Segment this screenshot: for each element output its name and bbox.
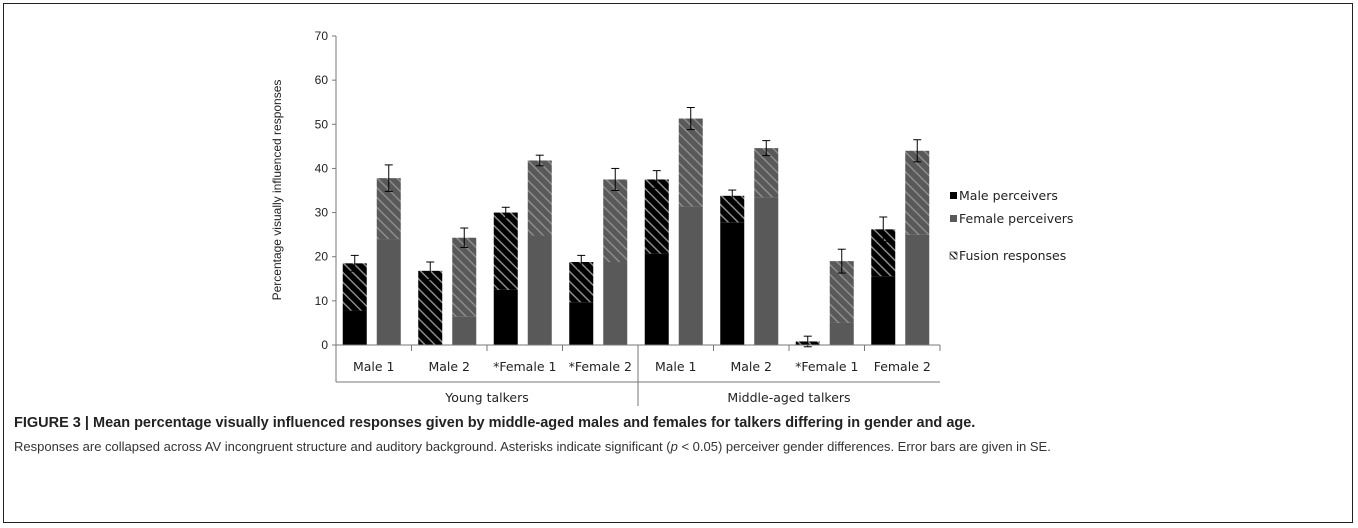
- x-axis: Male 1 Male 2 *Female 1 *Female 2 Male 1 Male…: [335, 344, 941, 406]
- legend: Male perceivers Female perceivers Fusion…: [949, 188, 1073, 263]
- legend-item-female: Female perceivers: [950, 211, 1073, 226]
- group-label: Middle-aged talkers: [727, 390, 850, 405]
- y-axis: 0 10 20 30 40 50 60 70: [315, 29, 337, 352]
- bar-segment-fusion: [418, 270, 443, 345]
- error-bar: [426, 261, 435, 281]
- female-perceivers-bar: [376, 164, 401, 345]
- bar-segment-solid: [905, 234, 930, 345]
- male-perceivers-bar: [569, 254, 594, 345]
- bar-segment-solid: [376, 239, 401, 345]
- legend-label-fusion: Fusion responses: [959, 248, 1066, 263]
- bar-segment-solid: [644, 253, 669, 345]
- x-tick-label: *Female 1: [493, 359, 556, 374]
- error-bar: [879, 216, 888, 243]
- caption-part-1: Responses are collapsed across AV incong…: [14, 439, 671, 454]
- error-bar: [501, 206, 510, 219]
- error-bar: [686, 107, 695, 131]
- bar-segment-fusion: [678, 118, 703, 207]
- bar-segment-solid: [678, 206, 703, 345]
- error-bar: [611, 167, 620, 191]
- bar-segment-solid: [569, 302, 594, 345]
- female-perceivers-bar: [452, 227, 477, 345]
- bar-segment-fusion: [754, 148, 779, 198]
- y-tick-label: 20: [315, 250, 329, 264]
- x-tick-label: Male 1: [353, 359, 395, 374]
- male-perceivers-bar: [644, 170, 669, 345]
- error-bar: [652, 170, 661, 189]
- y-tick-label: 0: [321, 338, 328, 352]
- bar-segment-fusion: [603, 179, 628, 263]
- bar-segment-fusion: [452, 237, 477, 317]
- y-tick-label: 70: [315, 29, 329, 43]
- bar-segment-solid: [720, 222, 745, 345]
- y-axis-label: Percentage visually influenced responses: [270, 80, 284, 301]
- caption-part-2: < 0.05) perceiver gender differences. Er…: [677, 439, 1051, 454]
- x-tick-label: Female 2: [874, 359, 931, 374]
- male-perceivers-bar: [418, 261, 443, 345]
- x-tick-label: Male 2: [730, 359, 772, 374]
- x-tick-label: *Female 2: [569, 359, 632, 374]
- x-tick-label: Male 2: [428, 359, 470, 374]
- male-perceivers-bar: [871, 216, 896, 345]
- y-tick-label: 40: [315, 161, 329, 175]
- female-perceivers-bar: [829, 248, 854, 345]
- x-tick-label: *Female 1: [795, 359, 858, 374]
- male-perceivers-bar: [720, 189, 745, 345]
- bar-segment-fusion: [644, 179, 669, 254]
- x-tick-label: Male 1: [655, 359, 697, 374]
- stacked-bar-chart: Percentage visually influenced responses…: [270, 29, 1073, 406]
- bar-segment-fusion: [527, 160, 552, 236]
- figure-caption-text: Responses are collapsed across AV incong…: [14, 438, 1340, 456]
- y-tick-label: 10: [315, 294, 329, 308]
- legend-label-male: Male perceivers: [959, 188, 1058, 203]
- group-label: Young talkers: [444, 390, 529, 405]
- bar-segment-solid: [452, 316, 477, 345]
- bar-segment-solid: [527, 235, 552, 345]
- bar-segment-fusion: [905, 150, 930, 235]
- error-bar: [913, 139, 922, 163]
- legend-item-male: Male perceivers: [950, 188, 1058, 203]
- error-bar: [577, 254, 586, 270]
- error-bar: [728, 189, 737, 203]
- legend-swatch-fusion: [949, 251, 958, 260]
- caption-p-symbol: p: [670, 439, 678, 454]
- male-perceivers-bar: [493, 206, 518, 345]
- y-tick-label: 30: [315, 206, 329, 220]
- bar-segment-solid: [871, 276, 896, 345]
- bar-segment-solid: [829, 322, 854, 345]
- bars: [342, 107, 930, 348]
- legend-swatch-male: [950, 192, 957, 199]
- figure-frame: [3, 3, 1353, 523]
- figure-caption: FIGURE 3 | Mean percentage visually infl…: [14, 414, 1340, 456]
- y-tick-label: 60: [315, 73, 329, 87]
- male-perceivers-bar: [342, 254, 367, 345]
- bar-segment-solid: [342, 310, 367, 345]
- y-tick-label: 50: [315, 117, 329, 131]
- error-bar: [535, 154, 544, 167]
- legend-item-fusion: Fusion responses: [949, 248, 1066, 263]
- error-bar: [384, 164, 393, 192]
- legend-label-female: Female perceivers: [959, 211, 1073, 226]
- bar-segment-solid: [603, 262, 628, 345]
- figure-title: FIGURE 3 | Mean percentage visually infl…: [14, 415, 976, 431]
- error-bar: [460, 227, 469, 248]
- female-perceivers-bar: [905, 139, 930, 345]
- error-bar: [837, 248, 846, 274]
- female-perceivers-bar: [678, 107, 703, 345]
- bar-segment-solid: [493, 289, 518, 345]
- error-bar: [762, 140, 771, 157]
- female-perceivers-bar: [527, 154, 552, 345]
- bar-segment-solid: [754, 197, 779, 345]
- error-bar: [350, 254, 359, 272]
- legend-swatch-female: [950, 215, 957, 222]
- bar-segment-fusion: [493, 212, 518, 290]
- female-perceivers-bar: [754, 140, 779, 345]
- female-perceivers-bar: [603, 167, 628, 345]
